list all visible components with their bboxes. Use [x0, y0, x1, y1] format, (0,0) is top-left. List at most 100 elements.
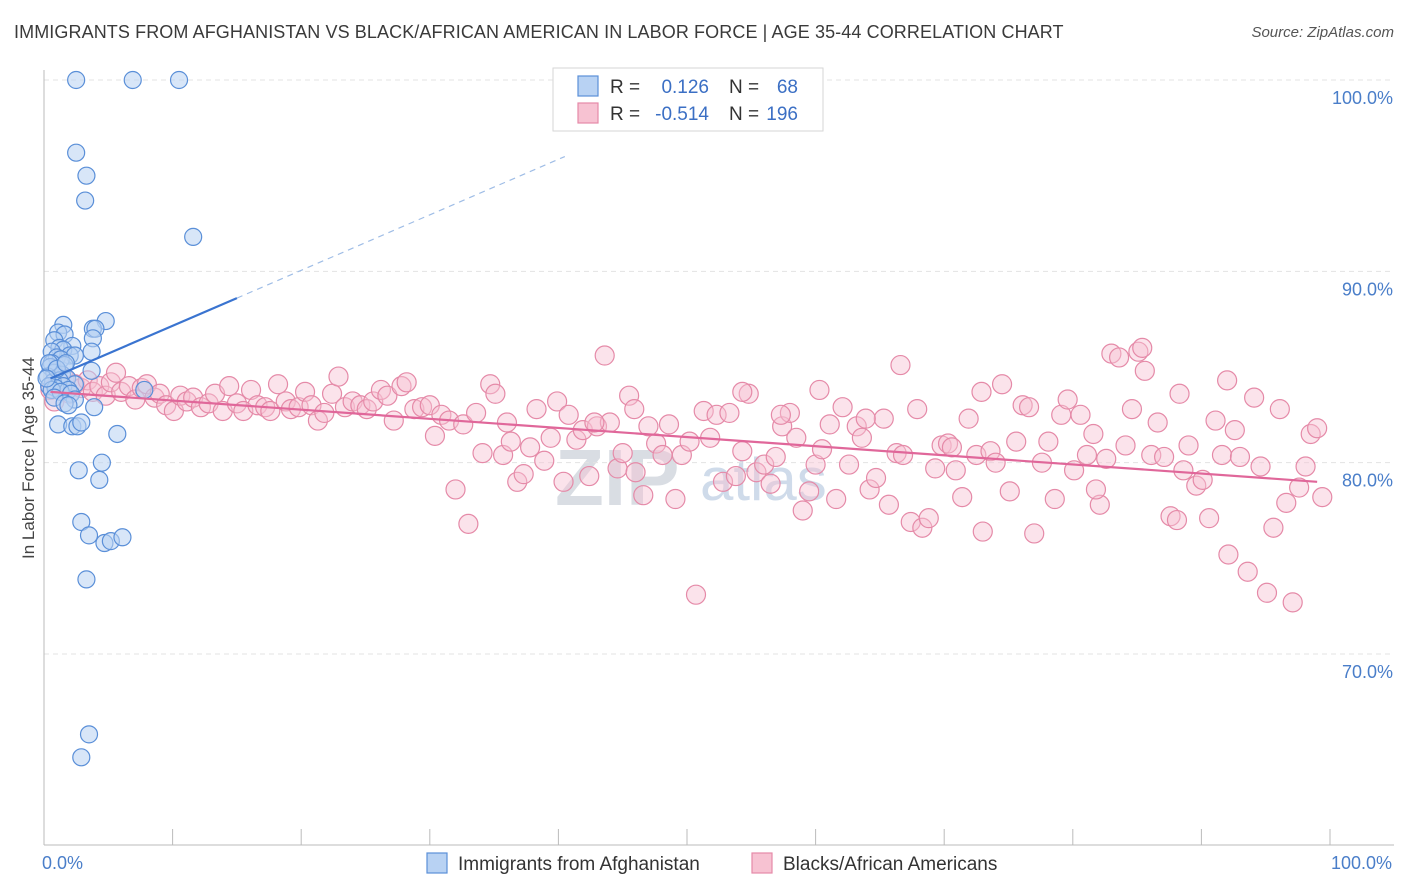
black-african-american-point [594, 345, 615, 366]
black-african-american-point [370, 379, 392, 401]
black-african-american-point [485, 383, 506, 404]
black-african-american-point [972, 521, 993, 542]
black-african-american-point [540, 427, 561, 448]
black-african-american-point [1024, 523, 1045, 544]
black-african-american-point [424, 425, 446, 446]
legend-swatch-black-african-american [577, 102, 599, 124]
bottom-legend-swatch-afghanistan [426, 852, 448, 874]
y-axis-label: In Labor Force | Age 35-44 [19, 357, 38, 559]
black-african-american-point [1217, 370, 1238, 391]
series-legend: Immigrants from Afghanistan Blacks/Afric… [426, 852, 997, 875]
black-african-american-point [1218, 544, 1239, 565]
black-african-american-point [770, 404, 791, 425]
black-african-american-point [1263, 517, 1284, 538]
afghanistan-point [37, 369, 56, 388]
afghanistan-point [90, 470, 109, 489]
black-african-american-point [480, 374, 501, 395]
chart-title: IMMIGRANTS FROM AFGHANISTAN VS BLACK/AFR… [14, 22, 1064, 42]
legend-r-label-black-african-american: R = [610, 104, 640, 125]
black-african-american-point [1173, 460, 1194, 481]
black-african-american-point [465, 402, 487, 424]
black-african-american-point [907, 398, 928, 420]
afghanistan-point [59, 396, 78, 415]
black-african-american-point [612, 443, 633, 464]
black-african-american-point [754, 454, 775, 475]
black-african-american-point [941, 437, 963, 458]
black-african-american-point [732, 381, 753, 402]
black-african-american-point [1295, 456, 1316, 477]
black-african-american-point [725, 465, 746, 487]
black-african-american-point [1085, 479, 1107, 500]
black-african-american-point [619, 385, 640, 406]
black-african-american-point [1224, 420, 1245, 441]
chart-source: Source: ZipAtlas.com [1251, 24, 1394, 41]
black-african-american-point [851, 427, 872, 448]
afghanistan-point [72, 512, 91, 532]
black-african-american-point [712, 471, 734, 492]
black-african-american-point [496, 412, 518, 433]
x-tick-label-min: 0.0% [42, 853, 83, 873]
black-african-american-points [40, 337, 1333, 613]
legend-r-value-black-african-american: -0.514 [655, 104, 709, 125]
black-african-american-point [411, 397, 433, 418]
y-tick-label: 100.0% [1332, 88, 1393, 108]
black-african-american-point [1076, 444, 1098, 466]
y-tick-labels: 70.0% 80.0% 90.0% 100.0% [1332, 88, 1393, 682]
black-african-american-point [1300, 423, 1321, 445]
black-african-american-point [1038, 431, 1059, 452]
black-african-american-point [1256, 582, 1278, 603]
black-african-american-point [1134, 360, 1155, 381]
black-african-american-point [1186, 475, 1207, 496]
black-african-american-point [633, 485, 654, 506]
black-african-american-point [980, 441, 1001, 462]
afghanistan-point [79, 526, 99, 545]
legend-r-value-afghanistan: 0.126 [661, 77, 709, 98]
black-african-american-point [458, 513, 479, 534]
black-african-american-point [809, 379, 830, 401]
black-african-american-point [693, 400, 714, 422]
afghanistan-point [67, 70, 86, 90]
legend-n-value-afghanistan: 68 [777, 77, 798, 98]
black-african-american-point [1289, 477, 1310, 498]
black-african-american-point [1166, 509, 1188, 531]
black-african-american-point [240, 379, 262, 401]
bottom-legend-label-afghanistan: Immigrants from Afghanistan [458, 854, 700, 875]
black-african-american-point [1312, 487, 1333, 508]
black-african-american-point [1128, 341, 1149, 362]
black-african-american-point [1229, 446, 1251, 468]
afghanistan-point [169, 70, 189, 90]
black-african-american-point [513, 464, 534, 485]
black-african-american-point [706, 404, 727, 425]
black-african-american-point [792, 500, 813, 521]
black-african-american-point [665, 488, 686, 510]
black-african-american-point [1070, 404, 1091, 425]
black-african-american-point [1083, 423, 1104, 445]
black-african-american-point [219, 376, 240, 397]
afghanistan-point [113, 528, 132, 547]
bottom-legend-swatch-black-african-american [751, 852, 773, 874]
black-african-american-point [267, 374, 289, 395]
black-african-american-point [819, 414, 840, 435]
black-african-american-point [855, 408, 876, 429]
gridlines [44, 79, 1394, 655]
afghanistan-point [77, 570, 96, 589]
legend-n-label-afghanistan: N = [729, 77, 759, 98]
black-african-american-point [826, 488, 847, 510]
black-african-american-point [383, 410, 404, 431]
watermark: ZIP atlas [555, 433, 827, 522]
legend-r-label-afghanistan: R = [610, 77, 640, 98]
black-african-american-point [878, 494, 900, 515]
legend-swatch-afghanistan [577, 75, 599, 97]
black-african-american-point [685, 584, 707, 605]
black-african-american-point [1057, 389, 1078, 410]
black-african-american-point [799, 481, 820, 502]
afghanistan-point [82, 361, 101, 380]
black-african-american-point [765, 446, 786, 468]
black-african-american-point [890, 354, 911, 376]
black-african-american-point [985, 452, 1006, 473]
black-african-american-point [1141, 444, 1162, 466]
black-african-american-point [1192, 469, 1213, 490]
x-tick-label-max: 100.0% [1331, 853, 1392, 873]
black-african-american-point [1018, 397, 1040, 418]
